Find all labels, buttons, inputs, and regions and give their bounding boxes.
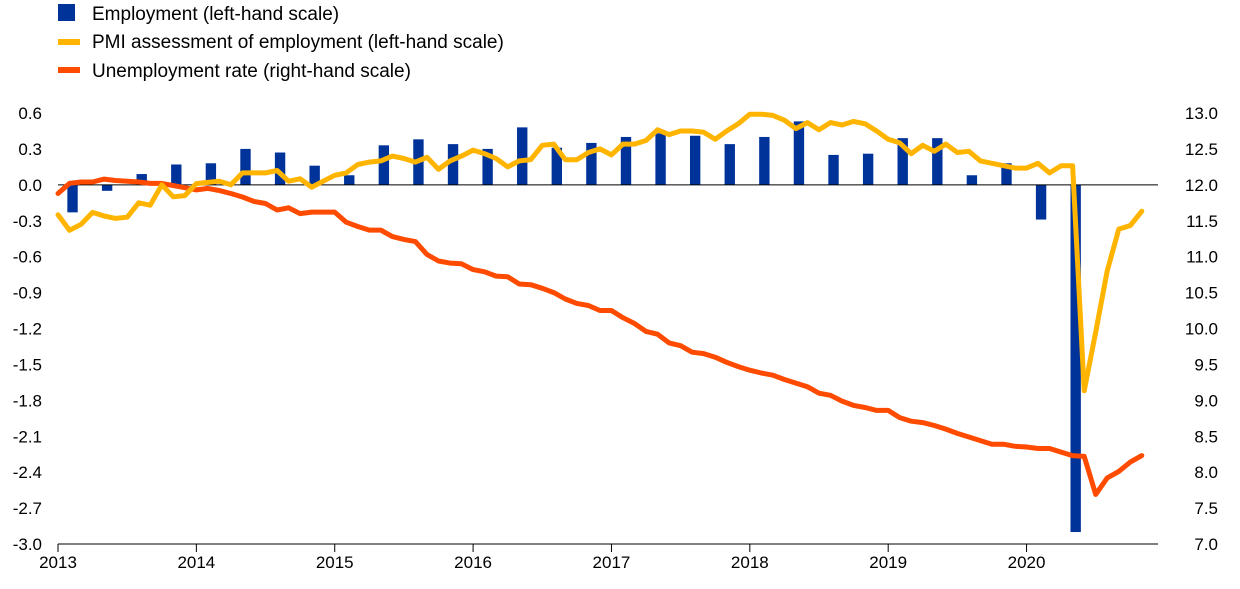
legend-unemployment-label: Unemployment rate (right-hand scale) [92,61,411,82]
y-right-tick-label: 9.0 [1194,391,1218,410]
employment-bar [309,165,320,185]
employment-bar [932,138,943,185]
employment-bar [378,145,390,185]
employment-bar [101,184,113,191]
employment-bar [67,184,78,213]
employment-bars [67,121,1081,533]
employment-bar [897,138,908,185]
x-tick-label: 2015 [316,553,354,572]
x-tick-label: 2016 [454,553,492,572]
employment-bar [966,175,978,185]
y-right-tick-label: 13.0 [1185,104,1218,123]
employment-bar [344,175,355,185]
legend: Employment (left-hand scale) PMI assessm… [58,4,504,82]
employment-bar [620,136,632,185]
employment-bar [586,142,597,185]
x-tick-label: 2020 [1008,553,1046,572]
y-left-tick-label: 0.0 [18,176,42,195]
x-axis-ticks: 2013 2014 2015 2016 2017 2018 2019 2020 [39,544,1045,572]
employment-bar [689,135,701,185]
employment-bar [447,144,459,185]
employment-bar [205,163,217,185]
y-right-tick-label: 7.0 [1194,535,1218,554]
employment-bar [482,148,493,185]
y-left-tick-label: -1.8 [13,391,42,410]
employment-bar [274,152,286,185]
legend-pmi-label: PMI assessment of employment (left-hand … [92,32,504,53]
employment-bar [724,144,735,185]
employment-bar [240,148,251,185]
y-left-tick-label: -2.1 [13,427,42,446]
employment-bar [171,164,182,185]
y-right-tick-label: 9.5 [1194,355,1218,374]
pmi-employment-line [55,111,1145,394]
employment-bar [1035,184,1047,220]
y-right-tick-label: 10.0 [1185,320,1218,339]
y-left-tick-label: -2.4 [13,463,42,482]
y-left-tick-labels: 0.6 0.3 0.0 -0.3 -0.6 -0.9 -1.2 -1.5 -1.8 -2.1 -2.… [13,104,42,554]
y-right-tick-label: 12.5 [1185,140,1218,159]
employment-bar [862,153,874,185]
y-left-tick-label: 0.6 [18,104,42,123]
employment-bar [759,136,770,185]
y-left-tick-label: 0.3 [18,140,42,159]
employment-bar [517,127,528,185]
employment-bar [793,121,805,185]
y-left-tick-label: -2.7 [13,499,42,518]
unemployment-rate-line [55,176,1145,497]
y-left-tick-label: -0.3 [13,212,42,231]
employment-bar [1001,163,1012,185]
employment-bar [136,174,147,185]
y-right-tick-label: 7.5 [1194,499,1218,518]
y-right-tick-label: 10.5 [1185,284,1218,303]
y-right-tick-label: 8.0 [1194,463,1218,482]
legend-employment-swatch [58,4,75,21]
y-left-tick-label: -3.0 [13,535,42,554]
x-tick-label: 2013 [39,553,77,572]
employment-bar [1070,184,1081,533]
y-right-tick-labels: 13.0 12.5 12.0 11.5 11.0 10.5 10.0 9.5 9.0 8.5 8.0… [1185,104,1218,554]
y-right-tick-label: 11.0 [1186,248,1218,267]
x-tick-label: 2017 [593,553,631,572]
y-right-tick-label: 12.0 [1185,176,1218,195]
employment-bar [655,133,666,185]
employment-bar [828,154,839,185]
y-right-tick-label: 11.5 [1186,212,1218,231]
y-left-tick-label: -0.9 [13,284,42,303]
y-left-tick-label: -1.5 [13,355,42,374]
y-left-tick-label: -1.2 [13,320,42,339]
series-lines [55,111,1145,497]
y-right-tick-label: 8.5 [1194,427,1218,446]
x-tick-label: 2014 [177,553,215,572]
x-tick-label: 2019 [869,553,907,572]
employment-bar [551,147,562,185]
legend-employment-label: Employment (left-hand scale) [92,4,339,25]
y-left-tick-label: -0.6 [13,248,42,267]
x-tick-label: 2018 [731,553,769,572]
